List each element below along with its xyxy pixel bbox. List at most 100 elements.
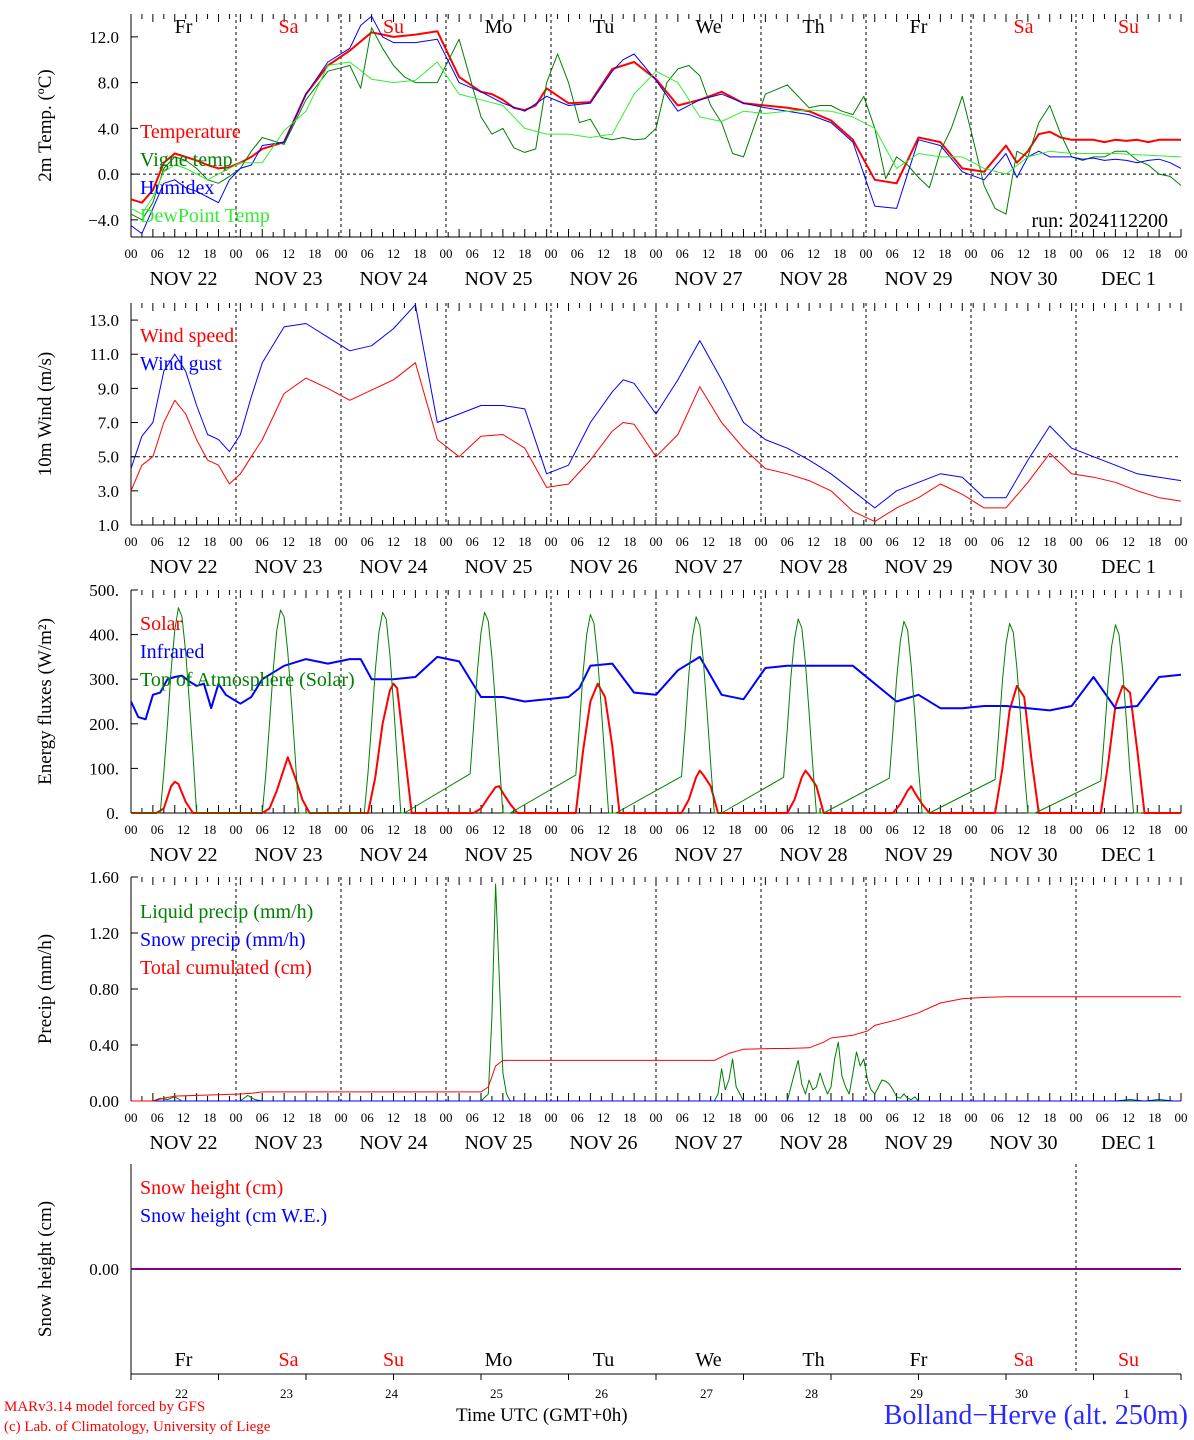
hour-tick-label: 12 <box>177 534 190 549</box>
y-tick-label: 0.00 <box>89 1092 119 1111</box>
weekday-label: Su <box>383 16 404 38</box>
hour-tick-label: 06 <box>256 246 270 261</box>
date-label: NOV 28 <box>780 268 848 290</box>
y-tick-label: 7.0 <box>98 414 119 433</box>
hour-tick-label: 06 <box>361 246 375 261</box>
hour-tick-label: 00 <box>650 822 663 837</box>
hour-tick-label: 00 <box>755 534 768 549</box>
date-label: NOV 25 <box>465 556 533 578</box>
hour-tick-label: 18 <box>833 534 846 549</box>
hour-tick-label: 12 <box>282 246 295 261</box>
hour-tick-label: 18 <box>203 822 216 837</box>
hour-tick-label: 12 <box>282 534 295 549</box>
panel-5: 0.00 Snow height (cm) Snow height (cm) Snow… <box>35 1164 1182 1401</box>
hour-tick-label: 12 <box>282 1110 295 1125</box>
hour-tick-label: 00 <box>965 822 978 837</box>
hour-tick-label: 12 <box>387 1110 400 1125</box>
hour-tick-label: 12 <box>912 822 925 837</box>
y-tick-label: 0.0 <box>98 165 119 184</box>
hour-tick-label: 18 <box>203 1110 216 1125</box>
hour-tick-label: 06 <box>781 246 795 261</box>
weekday-label: Sa <box>1014 16 1034 38</box>
hour-tick-label: 18 <box>623 822 636 837</box>
hour-tick-label: 00 <box>230 534 243 549</box>
legend-entry: Liquid precip (mm/h) <box>140 901 313 923</box>
hour-tick-label: 06 <box>256 534 270 549</box>
hour-tick-label: 18 <box>1043 1110 1056 1125</box>
legend-entry: Snow precip (mm/h) <box>140 929 306 951</box>
hour-tick-label: 12 <box>1122 1110 1135 1125</box>
y-tick-label: 3.0 <box>98 482 119 501</box>
hour-tick-label: 18 <box>833 822 846 837</box>
date-label: NOV 22 <box>150 1132 218 1154</box>
hour-tick-label: 12 <box>912 246 925 261</box>
y-tick-label: 400. <box>89 626 119 645</box>
hour-tick-label: 12 <box>807 822 820 837</box>
hour-tick-label: 00 <box>965 534 978 549</box>
series-line-dewpoint-temp <box>130 61 1182 215</box>
hour-tick-label: 18 <box>1148 822 1161 837</box>
date-label: NOV 30 <box>990 844 1058 866</box>
hour-tick-label: 06 <box>571 246 585 261</box>
hour-tick-label: 12 <box>1017 1110 1030 1125</box>
hour-tick-label: 18 <box>1148 534 1161 549</box>
y-tick-label: 0.00 <box>89 1260 119 1279</box>
series-line-snow-precip-mm-h- <box>131 1099 1181 1102</box>
hour-tick-label: 00 <box>1070 1110 1083 1125</box>
series-line-wind-speed <box>130 362 1182 523</box>
hour-tick-label: 06 <box>886 246 900 261</box>
date-label: NOV 22 <box>150 844 218 866</box>
weekday-label: Fr <box>910 1349 928 1371</box>
hour-tick-label: 12 <box>177 246 190 261</box>
hour-tick-label: 18 <box>203 246 216 261</box>
hour-tick-label: 06 <box>1096 1110 1110 1125</box>
hour-tick-label: 06 <box>151 534 165 549</box>
hour-tick-label: 06 <box>256 822 270 837</box>
day-number-label: 24 <box>385 1386 399 1401</box>
hour-tick-label: 00 <box>125 1110 138 1125</box>
hour-tick-label: 00 <box>440 534 453 549</box>
hour-tick-label: 18 <box>308 1110 321 1125</box>
y-tick-label: 5.0 <box>98 448 119 467</box>
y-tick-label: 9.0 <box>98 379 119 398</box>
date-label: NOV 30 <box>990 556 1058 578</box>
hour-tick-label: 18 <box>1043 246 1056 261</box>
hour-tick-label: 06 <box>991 822 1005 837</box>
weekday-label: Tu <box>593 16 615 38</box>
hour-tick-label: 12 <box>177 1110 190 1125</box>
series-line-total-cumulated-cm- <box>131 996 1181 1102</box>
y-axis-title: Snow height (cm) <box>35 1201 56 1337</box>
hour-tick-label: 00 <box>1070 246 1083 261</box>
hour-tick-label: 00 <box>1175 246 1188 261</box>
hour-tick-label: 00 <box>650 1110 663 1125</box>
hour-tick-label: 12 <box>492 1110 505 1125</box>
series-line-humidex <box>130 15 1182 235</box>
hour-tick-label: 18 <box>938 534 951 549</box>
date-label: NOV 27 <box>675 556 743 578</box>
y-tick-label: 1.0 <box>98 516 119 535</box>
hour-tick-label: 00 <box>440 822 453 837</box>
hour-tick-label: 06 <box>781 1110 795 1125</box>
hour-tick-label: 00 <box>650 246 663 261</box>
hour-tick-label: 12 <box>702 1110 715 1125</box>
date-label: NOV 22 <box>150 268 218 290</box>
date-label: NOV 28 <box>780 556 848 578</box>
weekday-label: Su <box>1118 1349 1139 1371</box>
hour-tick-label: 00 <box>860 822 873 837</box>
hour-tick-label: 00 <box>125 534 138 549</box>
y-tick-label: 13.0 <box>89 311 119 330</box>
hour-tick-label: 18 <box>728 822 741 837</box>
y-tick-label: 4.0 <box>98 119 119 138</box>
y-tick-label: 1.20 <box>89 924 119 943</box>
y-tick-label: 200. <box>89 715 119 734</box>
hour-tick-label: 18 <box>938 822 951 837</box>
hour-tick-label: 06 <box>781 822 795 837</box>
weekday-label: We <box>695 1349 721 1371</box>
hour-tick-label: 12 <box>912 534 925 549</box>
date-label: NOV 23 <box>255 556 323 578</box>
hour-tick-label: 06 <box>886 534 900 549</box>
legend-entry: Snow height (cm) <box>140 1177 283 1199</box>
y-axis-title: Energy fluxes (W/m²) <box>35 618 56 785</box>
series-line-wind-gust <box>130 304 1182 509</box>
day-number-label: 28 <box>805 1386 818 1401</box>
